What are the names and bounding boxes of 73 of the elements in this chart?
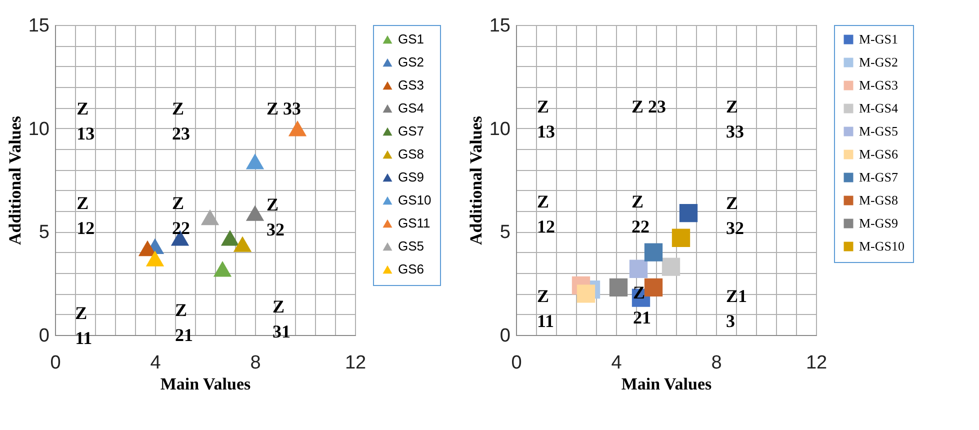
legend-label: GS11 — [398, 216, 430, 230]
annotation: Z 11 — [75, 302, 92, 348]
legend-label: GS8 — [398, 146, 424, 162]
y-axis-title: Additional Values — [5, 116, 24, 245]
legend-label: GS3 — [398, 78, 424, 92]
x-tick-label: 12 — [806, 352, 828, 374]
point — [672, 228, 690, 247]
annotation: Z 22 — [172, 192, 190, 238]
legend-label: M-GS5 — [859, 124, 898, 138]
point — [576, 284, 596, 303]
annotation: Z 32 — [266, 194, 284, 240]
legend-label: GS1 — [398, 32, 424, 46]
point — [200, 209, 220, 226]
annotation: Z 12 — [76, 192, 95, 238]
legend-label: GS5 — [398, 238, 424, 254]
annotation: Z 21 — [633, 282, 651, 328]
legend-label: M-GS8 — [859, 192, 898, 208]
point — [213, 261, 232, 277]
annotation: Z 33 — [726, 96, 744, 142]
x-tick-label: 4 — [611, 352, 622, 374]
legend-label: M-GS4 — [859, 100, 899, 116]
annotation: Z 21 — [175, 300, 193, 345]
point — [609, 278, 628, 297]
point — [146, 250, 164, 266]
annotation: Z 33 — [266, 98, 302, 118]
y-tick-label: 0 — [38, 326, 50, 346]
annotation: Z 31 — [272, 296, 290, 342]
x-tick-label: 4 — [150, 352, 162, 374]
annotation: Z 23 — [172, 98, 190, 144]
x-axis-title: Main Values — [621, 374, 712, 394]
legend-label: M-GS2 — [859, 54, 898, 70]
legend-label: GS7 — [398, 124, 424, 138]
annotation: Z 23 — [632, 96, 666, 117]
annotation: Z 13 — [537, 96, 555, 142]
y-tick-label: 10 — [489, 118, 510, 140]
legend-label: GS9 — [398, 170, 424, 184]
legend-label: M-GS3 — [859, 78, 898, 92]
x-tick-label: 12 — [344, 352, 366, 374]
legend-label: M-GS10 — [859, 238, 905, 254]
point — [246, 154, 264, 170]
legend-label: M-GS6 — [859, 146, 899, 162]
point — [220, 230, 240, 246]
x-axis-title: Main Values — [160, 374, 251, 394]
legend-label: GS2 — [398, 54, 424, 70]
annotation: Z 11 — [537, 286, 554, 331]
y-tick-label: 15 — [28, 16, 50, 36]
x-tick-label: 8 — [711, 352, 722, 374]
point — [679, 204, 698, 222]
y-tick-label: 5 — [500, 222, 510, 244]
annotation: Z 13 — [76, 98, 95, 144]
annotation: Z 22 — [632, 191, 650, 236]
point — [629, 260, 648, 278]
point — [644, 243, 663, 262]
y-axis-title: Additional Values — [466, 116, 486, 245]
legend-label: M-GS7 — [859, 170, 899, 184]
legend-label: GS6 — [398, 262, 424, 276]
legend-label: M-GS9 — [859, 216, 898, 230]
point — [246, 205, 264, 221]
x-tick-label: 8 — [250, 352, 261, 374]
y-tick-label: 10 — [28, 118, 50, 140]
point — [644, 278, 663, 297]
annotation: Z 12 — [537, 191, 555, 236]
point — [288, 120, 307, 136]
y-tick-label: 5 — [38, 222, 50, 244]
legend-label: GS10 — [398, 192, 432, 208]
annotation: Z 32 — [726, 192, 744, 238]
point — [233, 236, 252, 252]
y-tick-label: 15 — [489, 16, 510, 36]
y-tick-label: 0 — [500, 326, 510, 346]
legend-label: GS4 — [398, 100, 424, 116]
annotation: Z1 3 — [726, 286, 748, 331]
legend-label: M-GS1 — [859, 32, 898, 46]
point — [662, 258, 680, 276]
